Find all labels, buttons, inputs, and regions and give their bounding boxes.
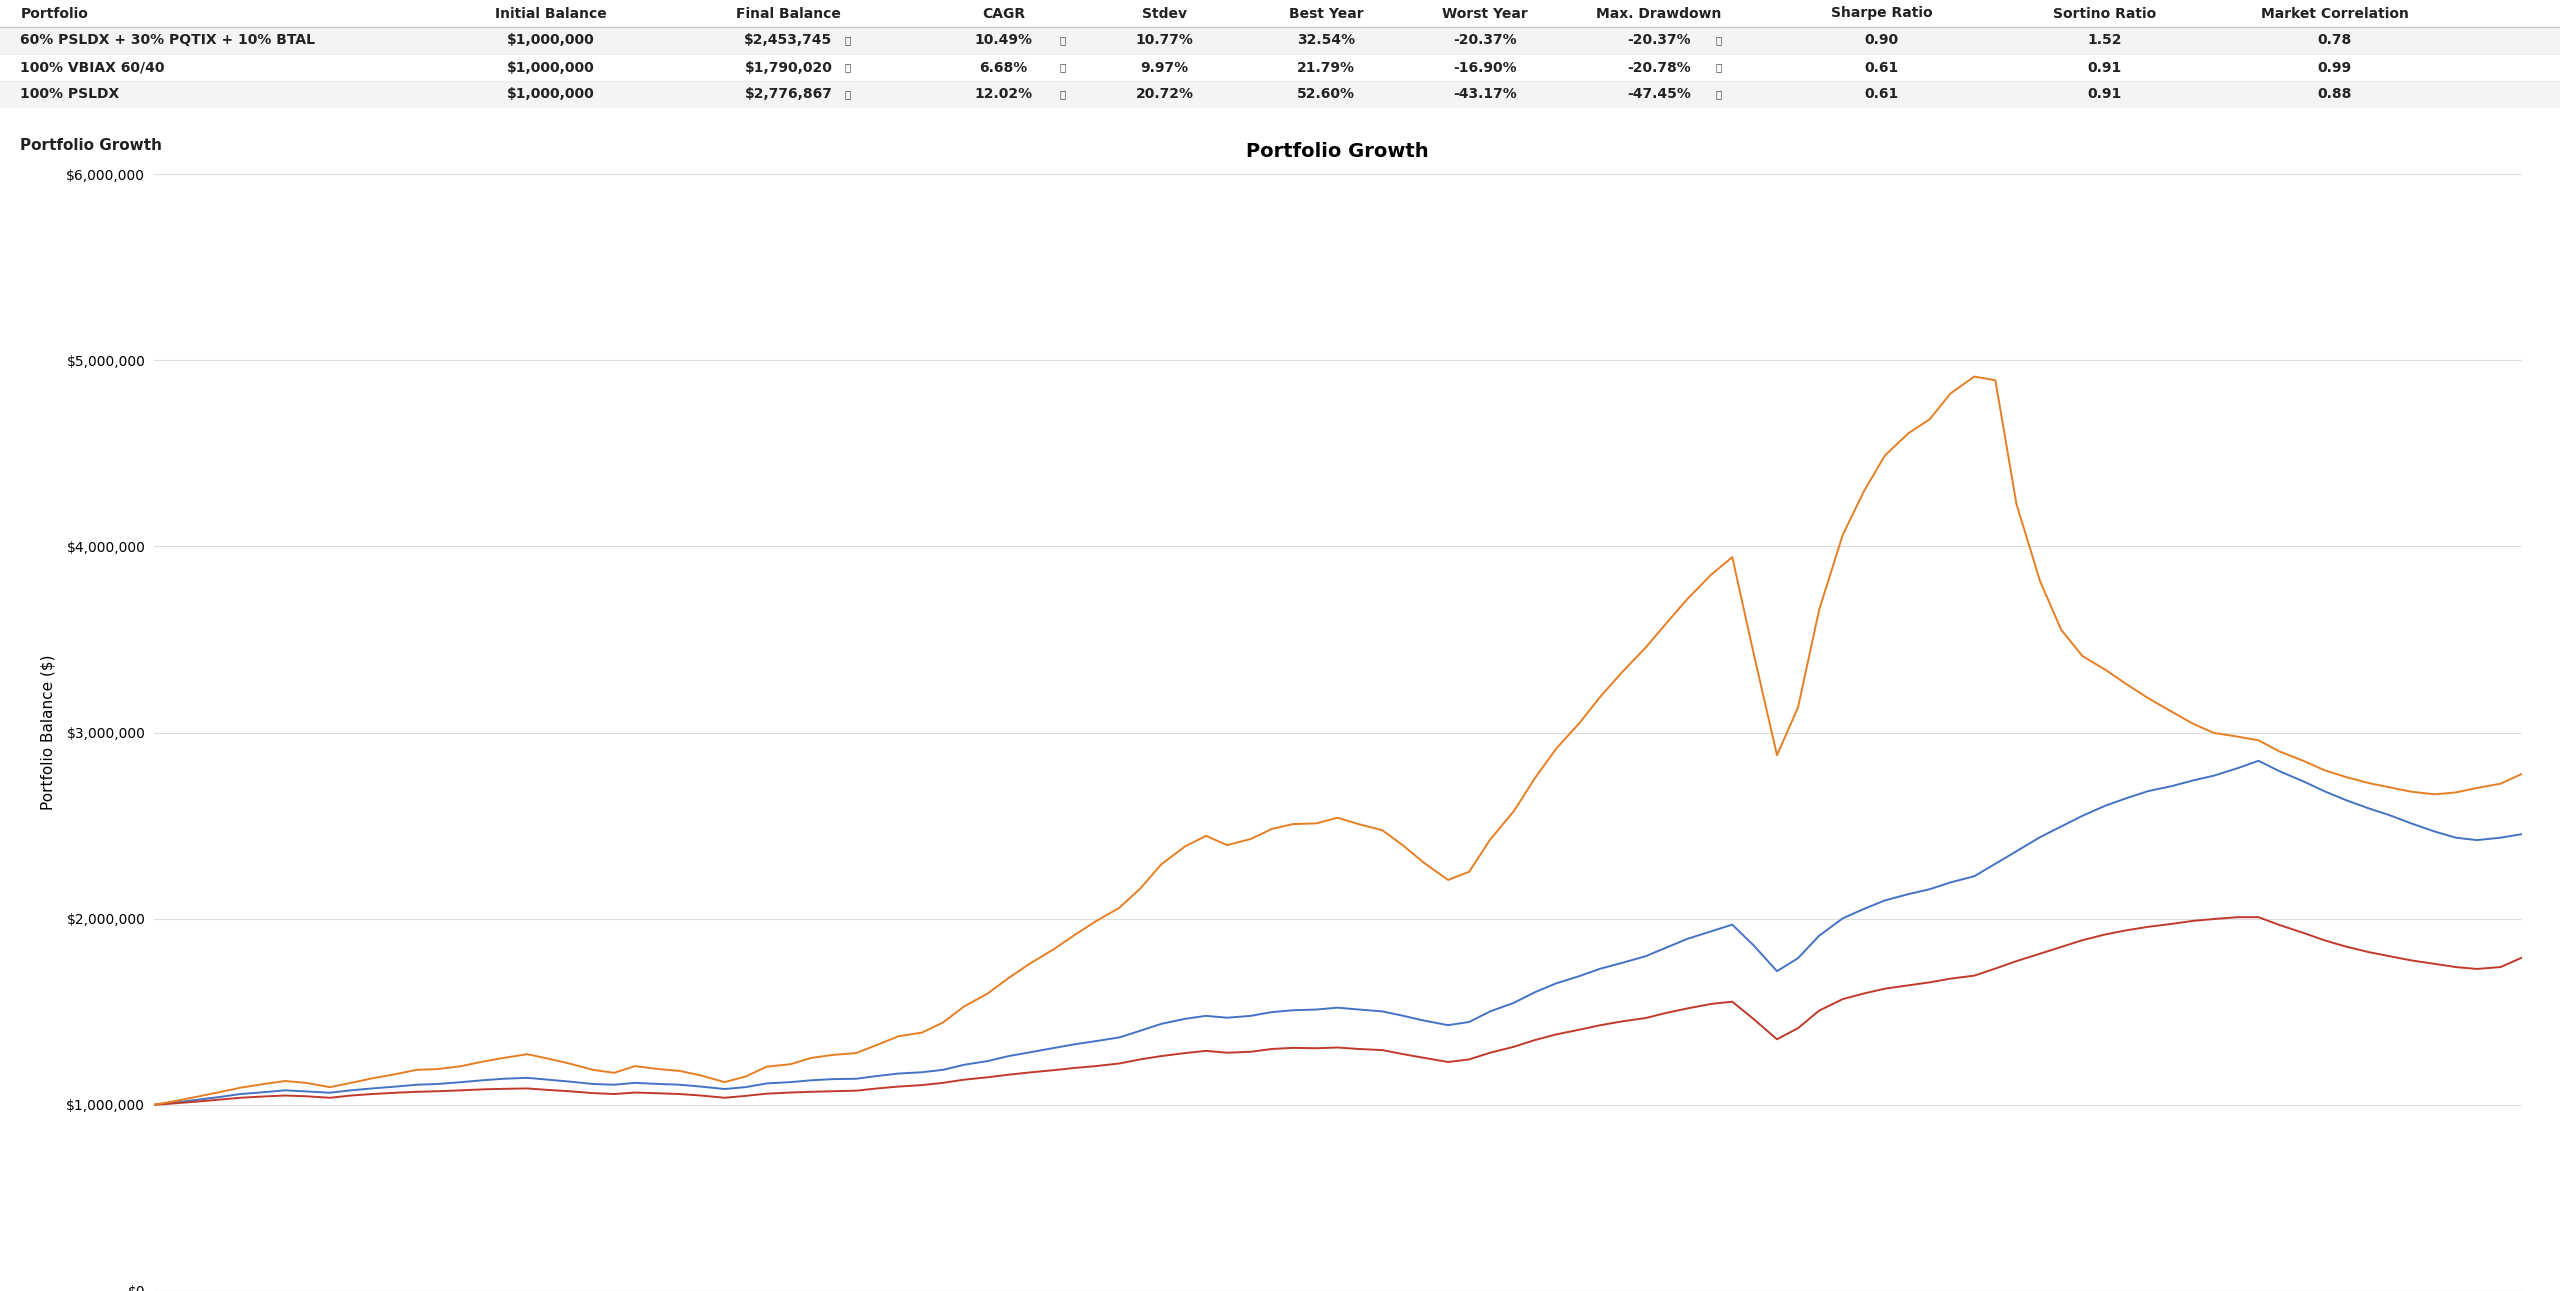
Text: Final Balance: Final Balance [737, 6, 840, 21]
Text: Initial Balance: Initial Balance [494, 6, 607, 21]
Text: 60% PSLDX + 30% PQTIX + 10% BTAL: 60% PSLDX + 30% PQTIX + 10% BTAL [20, 34, 315, 48]
Text: $1,000,000: $1,000,000 [507, 88, 594, 102]
Text: 0.88: 0.88 [2317, 88, 2353, 102]
Text: Max. Drawdown: Max. Drawdown [1597, 6, 1720, 21]
Text: ⓘ: ⓘ [1060, 62, 1065, 72]
Y-axis label: Portfolio Balance ($): Portfolio Balance ($) [41, 655, 56, 811]
Bar [0, 81, 2560, 108]
Text: Portfolio: Portfolio [20, 6, 90, 21]
Text: ⓘ: ⓘ [1715, 62, 1720, 72]
Text: ⓘ: ⓘ [845, 89, 850, 99]
Text: 0.91: 0.91 [2086, 61, 2122, 75]
Text: Sortino Ratio: Sortino Ratio [2053, 6, 2156, 21]
Text: 0.90: 0.90 [1864, 34, 1900, 48]
Text: -47.45%: -47.45% [1628, 88, 1690, 102]
Text: Portfolio Growth: Portfolio Growth [20, 138, 161, 154]
Text: 21.79%: 21.79% [1298, 61, 1354, 75]
Text: -20.37%: -20.37% [1628, 34, 1690, 48]
Text: $1,000,000: $1,000,000 [507, 34, 594, 48]
Text: $1,790,020: $1,790,020 [745, 61, 832, 75]
Text: -43.17%: -43.17% [1454, 88, 1516, 102]
Text: 0.61: 0.61 [1864, 61, 1900, 75]
Text: 52.60%: 52.60% [1298, 88, 1354, 102]
Text: 6.68%: 6.68% [980, 61, 1027, 75]
Text: $1,000,000: $1,000,000 [507, 61, 594, 75]
Text: ⓘ: ⓘ [845, 35, 850, 45]
Text: 9.97%: 9.97% [1142, 61, 1188, 75]
Text: $2,453,745: $2,453,745 [745, 34, 832, 48]
Text: Sharpe Ratio: Sharpe Ratio [1830, 6, 1933, 21]
Text: ⓘ: ⓘ [1060, 35, 1065, 45]
Text: 100% VBIAX 60/40: 100% VBIAX 60/40 [20, 61, 164, 75]
Text: -20.37%: -20.37% [1454, 34, 1516, 48]
Bar [0, 54, 2560, 81]
Text: CAGR: CAGR [983, 6, 1024, 21]
Text: 20.72%: 20.72% [1137, 88, 1193, 102]
Text: 1.52: 1.52 [2086, 34, 2122, 48]
Text: ⓘ: ⓘ [1715, 89, 1720, 99]
Text: 0.91: 0.91 [2086, 88, 2122, 102]
Text: ⓘ: ⓘ [1060, 89, 1065, 99]
Text: 0.99: 0.99 [2317, 61, 2353, 75]
Bar [0, 27, 2560, 54]
Text: Market Correlation: Market Correlation [2260, 6, 2409, 21]
Text: -20.78%: -20.78% [1628, 61, 1690, 75]
Text: -16.90%: -16.90% [1454, 61, 1516, 75]
Text: Best Year: Best Year [1288, 6, 1364, 21]
Text: Stdev: Stdev [1142, 6, 1188, 21]
Text: ⓘ: ⓘ [1715, 35, 1720, 45]
Text: 12.02%: 12.02% [975, 88, 1032, 102]
Text: 100% PSLDX: 100% PSLDX [20, 88, 120, 102]
Bar [0, 0, 2560, 27]
Text: $2,776,867: $2,776,867 [745, 88, 832, 102]
Text: 32.54%: 32.54% [1298, 34, 1354, 48]
Text: 10.49%: 10.49% [975, 34, 1032, 48]
Text: 10.77%: 10.77% [1137, 34, 1193, 48]
Text: ⓘ: ⓘ [845, 62, 850, 72]
Text: 0.61: 0.61 [1864, 88, 1900, 102]
Text: 0.78: 0.78 [2317, 34, 2353, 48]
Text: Worst Year: Worst Year [1441, 6, 1528, 21]
Title: Portfolio Growth: Portfolio Growth [1247, 142, 1428, 161]
